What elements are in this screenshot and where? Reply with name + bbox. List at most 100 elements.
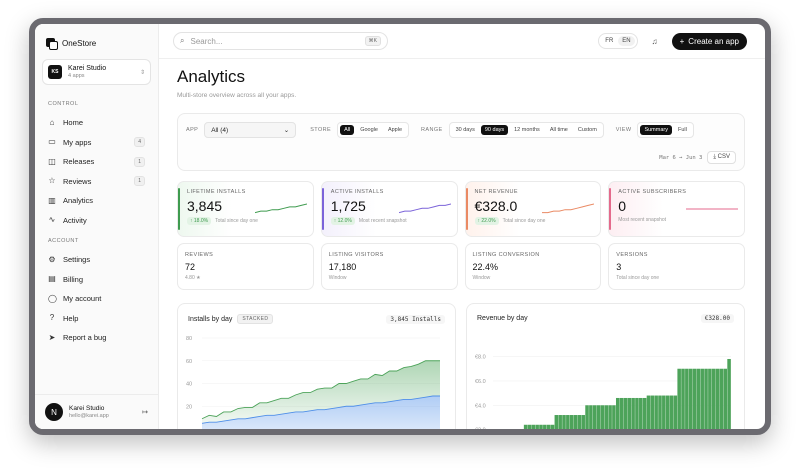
kpi-value: 0 bbox=[618, 198, 627, 214]
bar-green bbox=[658, 395, 662, 429]
sidebar-item-label: Settings bbox=[63, 255, 91, 265]
y-tick-label: €2.0 bbox=[475, 428, 486, 429]
home-icon: ⌂ bbox=[49, 117, 55, 127]
bar-green bbox=[523, 424, 528, 429]
stat-footnote: Window bbox=[328, 275, 347, 281]
bar-green bbox=[600, 405, 605, 429]
avatar[interactable]: N bbox=[45, 403, 63, 421]
kpi-card[interactable]: ACTIVE INSTALLS 1,725 ↑ 12.0% Most recent s… bbox=[320, 181, 458, 237]
bell-icon[interactable]: ♫ bbox=[651, 36, 658, 46]
app-select[interactable]: All (4) ⌄ bbox=[204, 122, 297, 138]
sidebar-item-report-a-bug[interactable]: ➤ Report a bug bbox=[42, 328, 151, 348]
sidebar-item-label: Releases bbox=[63, 157, 95, 167]
lang-fr-button[interactable]: FR bbox=[605, 38, 614, 44]
search-input[interactable]: ⌕ Search... ⌘K bbox=[173, 32, 388, 50]
store-option-apple[interactable]: Apple bbox=[387, 127, 403, 133]
logout-icon[interactable]: ↦ bbox=[142, 409, 148, 416]
sidebar-item-releases[interactable]: ◫ Releases 1 bbox=[42, 152, 151, 172]
range-option-30-days[interactable]: 30 days bbox=[455, 127, 475, 133]
sidebar-item-activity[interactable]: ∿ Activity bbox=[42, 211, 151, 231]
stat-card[interactable]: VERSIONS 3 Total since day one bbox=[608, 243, 745, 290]
stat-footnote: Window bbox=[472, 275, 491, 281]
range-option-90-days[interactable]: 90 days bbox=[480, 125, 509, 135]
user-icon: ◯ bbox=[48, 293, 57, 303]
store-option-google[interactable]: Google bbox=[360, 127, 378, 133]
create-app-button[interactable]: + Create an app bbox=[671, 32, 747, 50]
revenue-chart: €2.0 €4.0 €6.0 €8.0 bbox=[475, 355, 731, 429]
stat-label: LISTING CONVERSION bbox=[472, 252, 540, 258]
search-icon: ⌕ bbox=[180, 36, 185, 45]
bar-green bbox=[677, 368, 681, 429]
view-option-full[interactable]: Full bbox=[677, 127, 687, 133]
bar-green bbox=[608, 405, 612, 429]
range-option-all-time[interactable]: All time bbox=[549, 127, 568, 133]
bar-green bbox=[546, 424, 551, 429]
sidebar-item-analytics[interactable]: ▥ Analytics bbox=[42, 191, 151, 211]
bar-green bbox=[715, 368, 720, 429]
kpi-footnote: Total since day one bbox=[502, 218, 546, 224]
app-window: OneStore KS Karei Studio 4 apps ⇕ CONTRO… bbox=[29, 18, 771, 435]
bar-green bbox=[700, 368, 704, 429]
store-option-all[interactable]: All bbox=[340, 125, 355, 135]
search-placeholder: Search... bbox=[190, 36, 223, 46]
workspace-switcher[interactable]: KS Karei Studio 4 apps ⇕ bbox=[42, 59, 151, 85]
bar-green bbox=[627, 397, 632, 429]
kpi-accent bbox=[178, 188, 180, 230]
stat-footnote: Total since day one bbox=[616, 275, 660, 281]
installs-chart-title: Installs by day bbox=[188, 315, 233, 323]
bar-green bbox=[531, 424, 536, 429]
kpi-label: ACTIVE SUBSCRIBERS bbox=[618, 189, 687, 195]
sidebar-item-label: Billing bbox=[63, 274, 84, 284]
stat-card[interactable]: REVIEWS 72 4.80 ★ bbox=[177, 243, 314, 290]
sidebar-item-label: Reviews bbox=[63, 176, 92, 186]
sidebar-item-settings[interactable]: ⚙ Settings bbox=[42, 250, 151, 270]
kpi-sparkline bbox=[254, 203, 307, 214]
kpi-card[interactable]: LIFETIME INSTALLS 3,845 ↑ 18.0% Total since… bbox=[177, 181, 314, 237]
sidebar-item-my-apps[interactable]: ▭ My apps 4 bbox=[42, 133, 151, 153]
csv-label: CSV bbox=[717, 154, 730, 160]
series-area-blue bbox=[202, 396, 440, 429]
bar-green bbox=[711, 368, 716, 429]
sidebar-item-label: Report a bug bbox=[63, 333, 107, 343]
bar-green bbox=[681, 368, 685, 429]
sidebar-item-help[interactable]: ? Help bbox=[42, 309, 151, 329]
kpi-footnote: Most recent snapshot bbox=[358, 218, 407, 224]
bar-green bbox=[635, 397, 639, 429]
sidebar-item-billing[interactable]: ▤ Billing bbox=[42, 270, 151, 290]
export-csv-button[interactable]: ⤓ CSV bbox=[707, 151, 736, 164]
view-option-summary[interactable]: Summary bbox=[640, 125, 672, 135]
sidebar-item-label: Home bbox=[63, 118, 84, 128]
y-tick-label: 20 bbox=[186, 404, 192, 410]
sidebar-item-home[interactable]: ⌂ Home bbox=[42, 113, 151, 133]
stat-card[interactable]: LISTING CONVERSION 22.4% Window bbox=[464, 243, 602, 290]
kpi-accent bbox=[609, 188, 612, 230]
y-tick-label: 80 bbox=[186, 336, 192, 342]
sidebar-item-reviews[interactable]: ☆ Reviews 1 bbox=[42, 172, 151, 192]
search-shortcut: ⌘K bbox=[364, 36, 381, 46]
kpi-delta-badge: ↑ 22.0% bbox=[474, 217, 499, 225]
stat-card[interactable]: LISTING VISITORS 17,180 Window bbox=[320, 243, 458, 290]
brand[interactable]: OneStore bbox=[42, 34, 151, 59]
range-option-custom[interactable]: Custom bbox=[577, 127, 597, 133]
bar-green bbox=[562, 415, 566, 429]
stat-label: LISTING VISITORS bbox=[328, 252, 384, 258]
bar-green bbox=[708, 368, 712, 429]
bar-green bbox=[673, 395, 678, 429]
kpi-card[interactable]: ACTIVE SUBSCRIBERS 0 Most recent snapshot bbox=[608, 181, 745, 237]
bar-green bbox=[719, 368, 724, 429]
view-segmented-control: Summary Full bbox=[637, 122, 694, 138]
sidebar-item-my-account[interactable]: ◯ My account bbox=[42, 289, 151, 309]
stat-value: 22.4% bbox=[472, 262, 499, 272]
kpi-card[interactable]: NET REVENUE €328.0 ↑ 22.0% Total since day … bbox=[464, 181, 602, 237]
bar-green bbox=[592, 405, 597, 429]
bar-green bbox=[688, 368, 693, 429]
stacked-badge: STACKED bbox=[237, 314, 274, 324]
count-badge: 4 bbox=[134, 137, 145, 148]
stat-label: REVIEWS bbox=[185, 252, 214, 258]
bar-green bbox=[566, 415, 570, 429]
lang-en-button[interactable]: EN bbox=[618, 36, 635, 46]
bar-green bbox=[619, 397, 624, 429]
bar-green bbox=[550, 424, 555, 429]
kpi-sparkline bbox=[398, 203, 451, 214]
range-option-12-months[interactable]: 12 months bbox=[514, 127, 540, 133]
